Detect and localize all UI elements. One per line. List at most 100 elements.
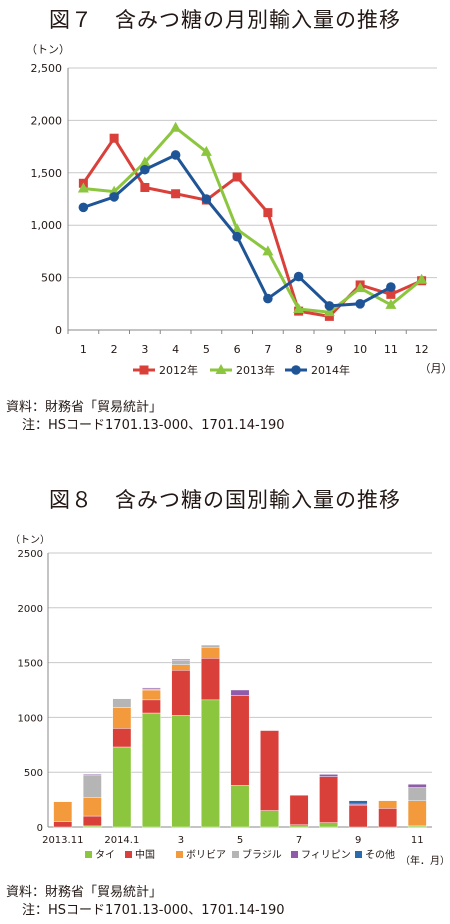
bar-segment	[319, 822, 338, 828]
y-tick-label: 1,500	[31, 167, 63, 180]
x-tick-label: 2	[111, 343, 118, 356]
bar-segment	[112, 698, 132, 708]
bar-segment	[230, 785, 250, 828]
chart-title-fig8: 図８ 含みつ糖の国別輸入量の推移	[49, 488, 401, 512]
data-point	[263, 293, 273, 304]
x-tick-label: 7	[296, 835, 302, 846]
bar-segment	[171, 664, 191, 671]
x-tick-label: 11	[411, 835, 424, 846]
data-point	[140, 164, 150, 175]
bar-segment	[319, 774, 338, 777]
series-2	[77, 121, 428, 317]
legend-item: ブラジル	[232, 848, 282, 861]
legend-swatch	[125, 851, 132, 858]
x-tick-label: 10	[353, 343, 367, 356]
series-3	[78, 150, 396, 311]
data-point	[139, 156, 151, 167]
y-tick-label: 1,000	[31, 219, 63, 232]
series-1	[78, 133, 427, 321]
bar-segment	[142, 699, 161, 714]
bar-segment	[348, 804, 368, 828]
legend-swatch	[85, 851, 92, 858]
figure-8: 図８ 含みつ糖の国別輸入量の推移 （トン） 0 500 1000 1500 2000 250…	[0, 480, 450, 924]
legend-label: フィリピン	[301, 849, 351, 861]
x-tick-label: 2013.11	[42, 835, 83, 846]
source-notes-fig8: 資料：財務省「貿易統計」 注：HSコード1701.13-000、1701.14-…	[6, 884, 285, 920]
bar-segment	[82, 815, 102, 827]
data-point	[293, 271, 304, 282]
figure-7: 図７ 含みつ糖の月別輸入量の推移 （トン） 0 500 1,000 1,500 2,000…	[0, 0, 450, 450]
bar-segment	[142, 687, 161, 690]
bar-segment	[260, 810, 279, 828]
chart-title-fig7: 図７ 含みつ糖の月別輸入量の推移	[49, 8, 401, 32]
data-point	[416, 273, 428, 284]
x-tick-label: 5	[203, 343, 210, 356]
data-point	[232, 231, 242, 242]
data-point	[78, 202, 89, 213]
data-point	[386, 289, 396, 299]
data-point	[77, 182, 89, 193]
bar-segment	[319, 776, 338, 823]
bar-segment	[230, 695, 250, 786]
series-line	[83, 126, 423, 314]
bar-segment	[407, 784, 427, 788]
y-tick-label: 1000	[18, 713, 43, 724]
source-notes-fig7: 資料：財務省「貿易統計」 注：HSコード1701.13-000、1701.14-…	[6, 399, 285, 435]
legend-item: タイ	[85, 849, 115, 861]
x-tick-label: 9	[326, 343, 333, 356]
data-point	[109, 192, 119, 202]
x-tick-label: 9	[355, 835, 361, 846]
legend-item: 2014年	[285, 363, 350, 377]
x-unit-label: （年．月）	[400, 854, 450, 867]
bar-segment	[112, 728, 132, 748]
bar-segment	[53, 801, 73, 822]
hs-code-note-fig8: 注：HSコード1701.13-000、1701.14-190	[22, 903, 285, 918]
legend-label: その他	[365, 848, 395, 861]
legend-label: ブラジル	[242, 848, 282, 861]
bar-segment	[378, 808, 398, 828]
legend-item: 中国	[125, 848, 155, 861]
source-note-fig8: 資料：財務省「貿易統計」	[6, 885, 163, 900]
data-point	[262, 245, 274, 256]
bar-segment	[407, 800, 427, 827]
legend-swatch	[355, 851, 362, 858]
series-line	[82, 136, 423, 318]
data-point	[263, 208, 273, 218]
data-point	[200, 145, 212, 156]
legend-item: その他	[355, 848, 395, 861]
data-point	[232, 172, 242, 182]
bar-segment	[201, 658, 220, 701]
x-tick-label: 2014.1	[104, 835, 139, 846]
stacked-bar-chart-fig8: （トン） 0 500 1000 1500 2000 2500 2013.11 2014.1 3 5 7…	[10, 534, 450, 867]
data-point	[293, 303, 305, 314]
bar-segment	[378, 800, 398, 809]
bar-segment	[82, 775, 102, 798]
data-point	[201, 194, 212, 204]
legend-item: ボリビア	[176, 849, 226, 861]
bar-segment	[289, 795, 309, 826]
bar-segment	[142, 689, 161, 701]
data-point	[171, 189, 181, 199]
x-tick-label: 12	[415, 343, 429, 356]
legend-item: 2013年	[210, 363, 275, 377]
bar-segment	[82, 774, 102, 776]
x-tick-label: 6	[234, 343, 241, 356]
bar-segment	[201, 647, 220, 659]
y-tick-label: 500	[41, 272, 62, 285]
y-tick-label: 1500	[18, 659, 43, 670]
legend-label: 中国	[135, 848, 155, 861]
x-unit-label: （月）	[420, 362, 450, 375]
y-tick-label: 2,500	[31, 62, 63, 75]
y-tick-label: 500	[24, 768, 43, 779]
bar-segment	[407, 787, 427, 801]
bar-segment	[201, 699, 220, 828]
x-tick-label: 11	[384, 343, 398, 356]
bar-segment	[201, 644, 220, 648]
y-tick-label: 0	[37, 823, 43, 834]
data-point	[324, 311, 334, 321]
data-point	[215, 364, 227, 374]
y-tick-label: 2500	[18, 549, 43, 560]
data-point	[170, 121, 182, 132]
data-point	[386, 282, 396, 292]
